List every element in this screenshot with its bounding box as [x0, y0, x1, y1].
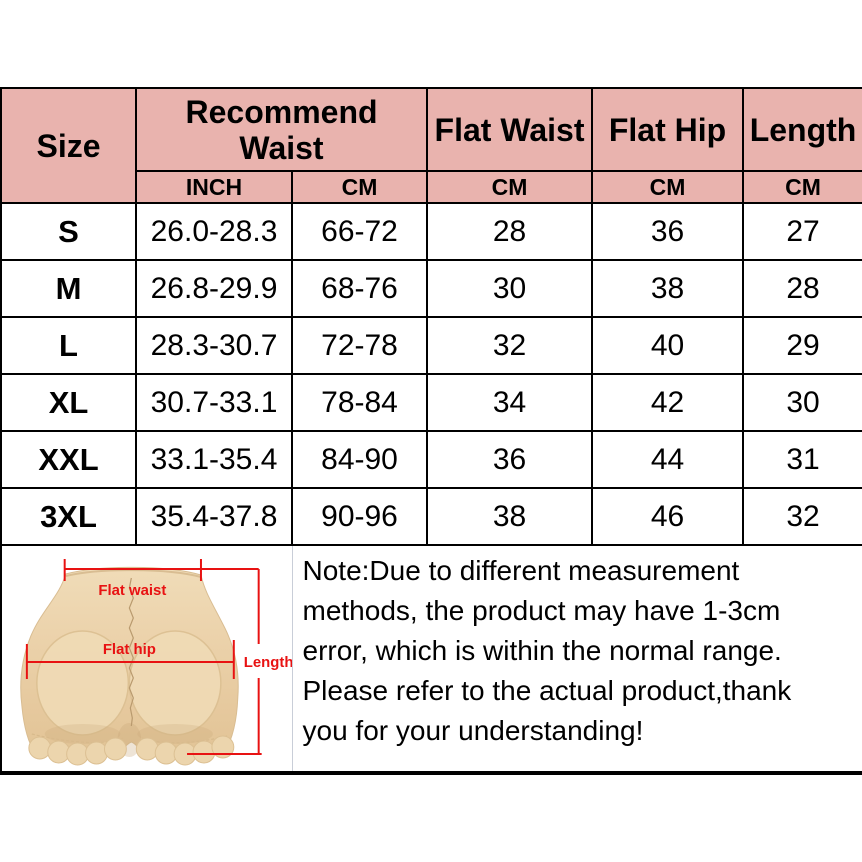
size-label: XXL: [0, 430, 137, 489]
size-label: M: [0, 259, 137, 318]
flat-hip-label: Flat hip: [103, 640, 156, 657]
measurement-note: Note:Due to different measurement method…: [291, 544, 862, 775]
cell-inch: 33.1-35.4: [135, 430, 293, 489]
size-label: L: [0, 316, 137, 375]
cell-cm: 84-90: [290, 430, 429, 489]
header-flat-waist: Flat Waist: [426, 87, 594, 172]
cell-cm: 78-84: [290, 373, 429, 432]
cell-length: 29: [742, 316, 862, 375]
product-diagram-cell: Flat waist Flat hip Length: [0, 544, 293, 775]
cell-length: 30: [742, 373, 862, 432]
table-row-xl: XL 30.7-33.1 78-84 34 42 30: [0, 373, 862, 432]
cell-length: 27: [742, 202, 862, 261]
cell-length: 28: [742, 259, 862, 318]
cell-flat-hip: 42: [591, 373, 745, 432]
unit-cm-flat-hip: CM: [591, 170, 745, 204]
cell-flat-hip: 46: [591, 487, 745, 546]
cell-length: 32: [742, 487, 862, 546]
size-label: XL: [0, 373, 137, 432]
length-label: Length: [244, 653, 292, 670]
header-flat-hip: Flat Hip: [591, 87, 745, 172]
cell-flat-waist: 28: [426, 202, 594, 261]
cell-flat-hip: 40: [591, 316, 745, 375]
cell-inch: 26.0-28.3: [135, 202, 293, 261]
cell-inch: 30.7-33.1: [135, 373, 293, 432]
unit-cm-length: CM: [742, 170, 862, 204]
shapewear-garment: [20, 566, 239, 765]
header-length: Length: [742, 87, 862, 172]
size-label: 3XL: [0, 487, 137, 546]
measurement-lines: [25, 558, 262, 755]
cell-inch: 35.4-37.8: [135, 487, 293, 546]
bottom-section: Flat waist Flat hip Length Note:Due to d…: [0, 544, 862, 775]
cell-inch: 28.3-30.7: [135, 316, 293, 375]
unit-cm-flat-waist: CM: [426, 170, 594, 204]
cell-flat-hip: 44: [591, 430, 745, 489]
unit-cm-waist: CM: [290, 170, 429, 204]
size-chart-table: Size Recommend Waist Flat Waist Flat Hip…: [0, 87, 862, 775]
cell-cm: 72-78: [290, 316, 429, 375]
lace-trim: [28, 735, 235, 765]
table-row-xxl: XXL 33.1-35.4 84-90 36 44 31: [0, 430, 862, 489]
cell-flat-waist: 30: [426, 259, 594, 318]
unit-inch: INCH: [135, 170, 293, 204]
cell-flat-hip: 36: [591, 202, 745, 261]
cell-flat-waist: 36: [426, 430, 594, 489]
flat-waist-label: Flat waist: [98, 581, 166, 598]
table-row-s: S 26.0-28.3 66-72 28 36 27: [0, 202, 862, 261]
cell-length: 31: [742, 430, 862, 489]
cell-cm: 68-76: [290, 259, 429, 318]
header-size: Size: [0, 87, 137, 204]
cell-cm: 66-72: [290, 202, 429, 261]
cell-cm: 90-96: [290, 487, 429, 546]
table-row-m: M 26.8-29.9 68-76 30 38 28: [0, 259, 862, 318]
shapewear-measurement-diagram: Flat waist Flat hip Length: [20, 558, 292, 765]
table-row-3xl: 3XL 35.4-37.8 90-96 38 46 32: [0, 487, 862, 546]
table-row-l: L 28.3-30.7 72-78 32 40 29: [0, 316, 862, 375]
cell-inch: 26.8-29.9: [135, 259, 293, 318]
cell-flat-waist: 34: [426, 373, 594, 432]
header-recommend-waist: Recommend Waist: [134, 87, 429, 172]
cell-flat-hip: 38: [591, 259, 745, 318]
size-label: S: [0, 202, 137, 261]
cell-flat-waist: 38: [426, 487, 594, 546]
cell-flat-waist: 32: [426, 316, 594, 375]
